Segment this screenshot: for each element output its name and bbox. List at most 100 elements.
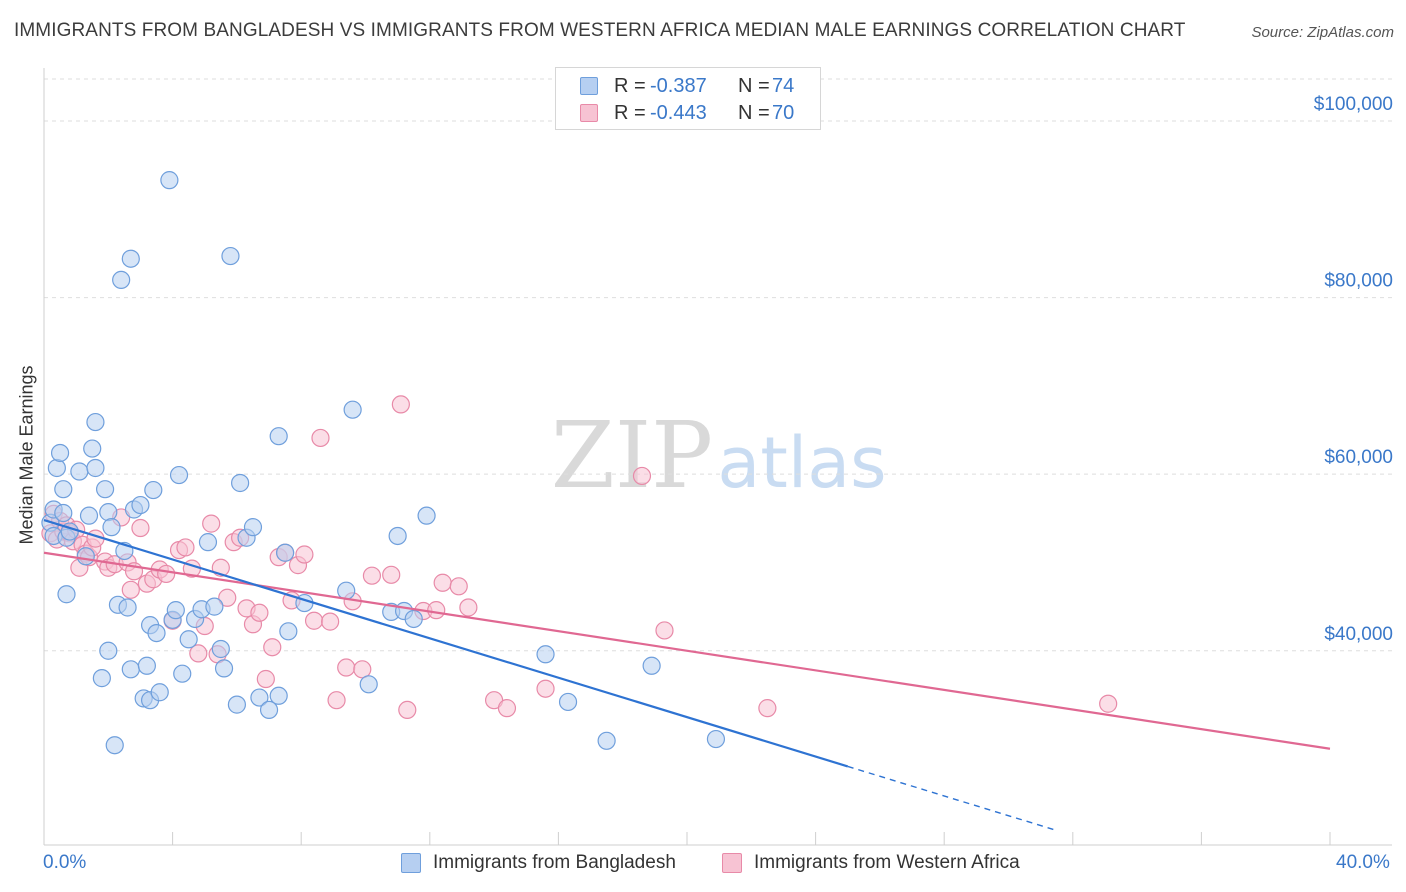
watermark-atlas: atlas <box>717 422 886 504</box>
bangladesh-point <box>83 439 102 458</box>
western-africa-point <box>176 538 195 557</box>
bangladesh-point <box>343 400 362 419</box>
western-africa-point <box>304 611 324 630</box>
western-africa-point <box>295 545 314 564</box>
western-africa-point <box>427 601 446 620</box>
series-name-western-africa: Immigrants from Western Africa <box>754 852 1020 873</box>
bangladesh-point <box>137 656 156 675</box>
western-africa-point <box>362 566 382 585</box>
series-swatch-western-africa <box>722 853 742 873</box>
bangladesh-point <box>337 581 356 600</box>
western-africa-point <box>536 679 555 698</box>
bangladesh-point <box>417 506 436 525</box>
bangladesh-point <box>259 700 279 720</box>
source-credit: Source: ZipAtlas.com <box>1251 24 1394 41</box>
bangladesh-point <box>269 686 288 705</box>
bangladesh-point <box>86 412 105 432</box>
bangladesh-point <box>150 683 169 702</box>
bangladesh-point <box>250 688 269 707</box>
series-name-bangladesh: Immigrants from Bangladesh <box>433 852 676 873</box>
series-legend-western-africa: Immigrants from Western Africa <box>722 852 1020 874</box>
western-africa-point <box>353 660 372 679</box>
bangladesh-point <box>131 495 150 515</box>
western-africa-point <box>263 638 282 657</box>
legend-r-label: R = <box>614 101 646 124</box>
western-africa-point <box>311 428 330 448</box>
legend-swatch-bangladesh <box>580 77 598 95</box>
bangladesh-point <box>706 729 726 749</box>
western-africa-point <box>655 621 674 640</box>
legend-r-value: -0.443 <box>650 101 707 124</box>
x-axis-min-label: 0.0% <box>43 852 87 873</box>
legend-n-value: 70 <box>772 101 795 124</box>
western-africa-point <box>256 669 275 689</box>
bangladesh-point <box>198 533 218 552</box>
bangladesh-trend-line <box>43 519 849 768</box>
bangladesh-point <box>99 503 118 522</box>
bangladesh-point <box>95 480 115 499</box>
bangladesh-trend-extension <box>847 765 1054 831</box>
bangladesh-point <box>205 597 224 616</box>
bangladesh-point <box>160 171 179 190</box>
bangladesh-point <box>173 664 192 683</box>
legend-swatch-western-africa <box>580 104 598 122</box>
bangladesh-point <box>147 623 166 643</box>
western-africa-point <box>1099 694 1118 713</box>
series-legend: Immigrants from Bangladesh Immigrants fr… <box>0 852 1406 878</box>
grid-lines <box>44 78 1392 652</box>
bangladesh-point <box>50 443 70 463</box>
chart-title: IMMIGRANTS FROM BANGLADESH VS IMMIGRANTS… <box>14 20 1186 41</box>
bangladesh-point <box>214 659 234 678</box>
western-africa-point <box>337 658 356 677</box>
western-africa-point <box>449 577 468 596</box>
y-tick-label: $80,000 <box>1324 271 1393 292</box>
western-africa-point <box>321 612 340 631</box>
legend-row-bangladesh: R = -0.387 N = 74 <box>580 73 794 99</box>
western-africa-point <box>398 700 417 720</box>
bangladesh-point <box>231 473 250 493</box>
western-africa-point <box>218 588 237 607</box>
y-tick-label: $40,000 <box>1324 624 1393 645</box>
trend-lines <box>43 519 1331 831</box>
legend-r-value: -0.387 <box>650 74 707 97</box>
western-africa-point <box>202 514 221 533</box>
bangladesh-point <box>221 246 240 266</box>
western-africa-point <box>758 699 777 718</box>
bangladesh-point <box>597 731 616 750</box>
y-tick-labels: $40,000 $60,000 $80,000 $100,000 <box>1314 94 1393 645</box>
western-africa-point <box>497 699 517 718</box>
bangladesh-point <box>144 480 163 500</box>
bangladesh-point <box>105 736 124 755</box>
bangladesh-point <box>359 675 378 694</box>
bangladesh-point <box>179 630 198 649</box>
watermark-zip: ZIP <box>551 402 713 509</box>
bangladesh-point <box>169 465 189 485</box>
bangladesh-point <box>121 249 140 268</box>
bangladesh-point <box>99 641 118 660</box>
bangladesh-point <box>276 543 295 562</box>
correlation-legend: R = -0.387 N = 74 R = -0.443 N = 70 <box>555 67 821 130</box>
bangladesh-point <box>76 547 95 566</box>
western-africa-point <box>157 564 176 584</box>
bangladesh-point <box>558 692 578 712</box>
western-africa-point <box>189 644 208 663</box>
bangladesh-point <box>47 458 66 478</box>
bangladesh-point <box>243 518 263 537</box>
western-africa-point <box>121 580 140 599</box>
bangladesh-point <box>54 503 73 523</box>
legend-r-label: R = <box>614 74 646 97</box>
bangladesh-point <box>166 601 185 620</box>
bangladesh-point <box>388 526 407 546</box>
western-africa-point <box>391 395 410 414</box>
x-axis-max-label: 40.0% <box>1336 852 1390 873</box>
bangladesh-point <box>70 462 89 481</box>
legend-n-label: N = <box>738 74 770 97</box>
y-tick-label: $60,000 <box>1324 447 1393 468</box>
western-africa-point <box>433 573 452 592</box>
legend-row-western-africa: R = -0.443 N = 70 <box>580 100 794 126</box>
bangladesh-point <box>279 622 298 641</box>
axes <box>43 68 1392 846</box>
bangladesh-point <box>112 270 131 290</box>
y-tick-label: $100,000 <box>1314 94 1393 115</box>
bangladesh-point <box>269 427 288 446</box>
